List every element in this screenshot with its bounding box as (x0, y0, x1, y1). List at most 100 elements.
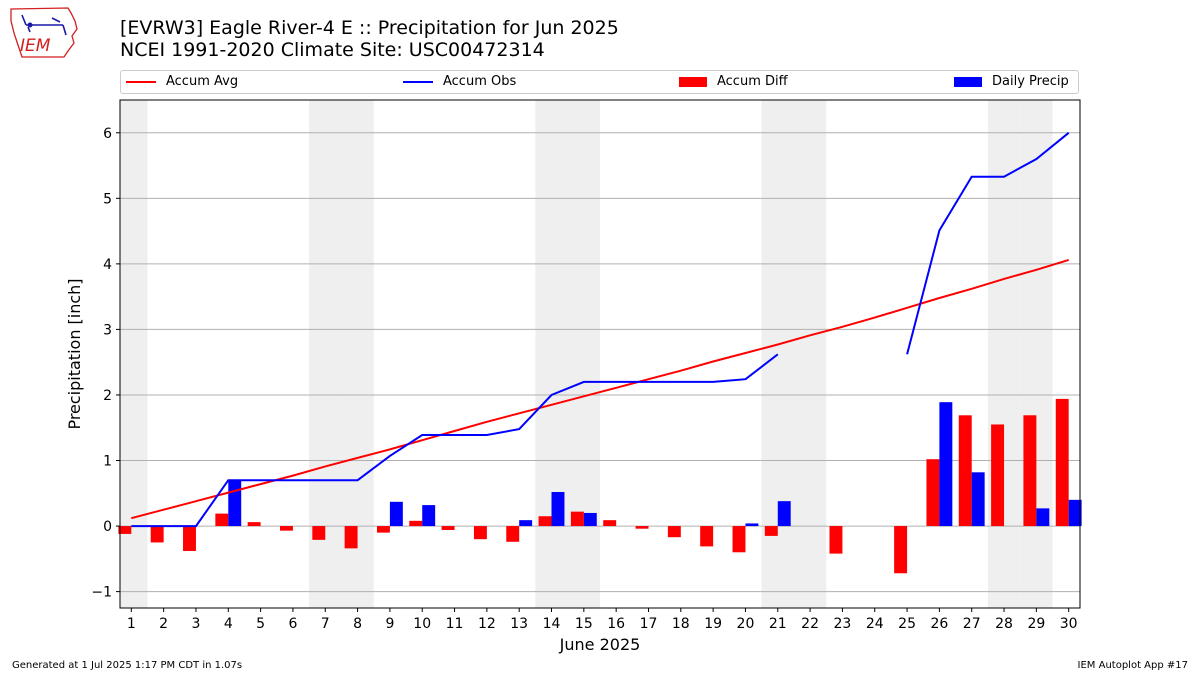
bars (118, 398, 1082, 574)
x-tick-label: 20 (737, 616, 755, 632)
x-tick-label: 6 (288, 616, 297, 632)
accum-diff-bar (312, 526, 326, 540)
x-tick-label: 25 (898, 616, 916, 632)
y-axis-label: Precipitation [inch] (65, 278, 84, 429)
iem-logo: IEM (10, 7, 78, 58)
y-tick-label: 4 (103, 257, 112, 273)
y-tick-label: 1 (103, 454, 112, 470)
daily-precip-bar (389, 501, 403, 527)
accum-diff-bar (118, 526, 132, 534)
legend-accum-obs-swatch (403, 80, 433, 83)
footer-generated: Generated at 1 Jul 2025 1:17 PM CDT in 1… (12, 660, 243, 671)
accum-diff-bar (958, 415, 972, 527)
legend-accum-diff-label: Accum Diff (717, 74, 788, 89)
legend-accum-obs: Accum Obs (403, 74, 516, 89)
y-tick-label: −1 (91, 585, 112, 601)
weekend-band (987, 100, 1021, 608)
x-tick-label: 19 (704, 616, 722, 632)
daily-precip-bar (551, 491, 565, 527)
accum-avg-line (131, 258, 1069, 520)
legend-accum-obs-label: Accum Obs (443, 74, 517, 89)
daily-precip-bar (777, 501, 791, 527)
chart-title: [EVRW3] Eagle River-4 E :: Precipitation… (120, 17, 619, 39)
weekend-band (341, 100, 374, 608)
footer-app: IEM Autoplot App #17 (1077, 660, 1188, 671)
accum-diff-bar (409, 520, 423, 527)
plot-frame (119, 99, 1081, 609)
legend: Accum Avg Accum Obs Accum Diff Daily Pre… (120, 70, 1079, 94)
weekend-bands (120, 100, 1053, 608)
legend-accum-diff: Accum Diff (679, 74, 788, 89)
legend-accum-diff-swatch (679, 76, 707, 87)
legend-daily-precip: Daily Precip (954, 74, 1069, 89)
accum-diff-bar (667, 526, 681, 538)
x-tick-label: 21 (769, 616, 787, 632)
x-tick-label: 14 (543, 616, 561, 632)
weekend-band (120, 100, 148, 608)
iowa-outline-icon (10, 7, 78, 58)
x-tick-label: 16 (607, 616, 625, 632)
x-tick-label: 1 (127, 616, 136, 632)
weekend-band (1020, 100, 1053, 608)
daily-precip-bar (939, 402, 953, 527)
accum-diff-bar (1023, 415, 1037, 527)
weekend-band (567, 100, 600, 608)
x-tick-label: 26 (930, 616, 948, 632)
y-tick-label: 2 (103, 388, 112, 404)
daily-precip-bar (1068, 499, 1082, 527)
legend-accum-avg-label: Accum Avg (166, 74, 239, 89)
x-tick-label: 3 (191, 616, 200, 632)
x-tick-label: 5 (256, 616, 265, 632)
accum-diff-bar (1055, 398, 1069, 527)
x-tick-label: 22 (801, 616, 819, 632)
x-tick-label: 15 (575, 616, 593, 632)
x-tick-label: 27 (963, 616, 981, 632)
gridlines (120, 132, 1080, 593)
accum-diff-bar (183, 526, 196, 551)
legend-accum-avg-swatch (126, 80, 156, 83)
daily-precip-bar (422, 505, 436, 527)
accum-diff-bar (635, 526, 649, 529)
y-tick-label: 6 (103, 126, 112, 142)
x-tick-label: 18 (672, 616, 690, 632)
y-tick-label: 0 (103, 519, 112, 535)
daily-precip-bar (1036, 508, 1050, 527)
daily-precip-bar (583, 512, 597, 527)
x-tick-label: 23 (834, 616, 852, 632)
x-tick-label: 4 (224, 616, 233, 632)
accum-diff-bar (441, 526, 455, 530)
accum-diff-bar (376, 526, 390, 533)
legend-accum-avg: Accum Avg (126, 74, 238, 89)
accum-diff-bar (991, 424, 1005, 527)
weekend-band (535, 100, 568, 608)
accum-diff-bar (538, 516, 552, 527)
accum-diff-bar (829, 526, 843, 554)
weather-dot-icon (27, 22, 33, 28)
x-tick-label: 29 (1027, 616, 1045, 632)
accum-diff-bar (506, 526, 520, 542)
x-tick-label: 30 (1060, 616, 1078, 632)
chart-subtitle: NCEI 1991-2020 Climate Site: USC00472314 (120, 39, 545, 61)
accum-diff-bar (247, 522, 261, 527)
x-tick-label: 8 (353, 616, 362, 632)
weekend-band (761, 100, 794, 608)
x-tick-label: 11 (446, 616, 464, 632)
weather-glyph-icon (21, 14, 67, 36)
x-axis-label: June 2025 (559, 635, 641, 654)
accum-diff-bar (150, 526, 164, 543)
accum-diff-bar (473, 526, 487, 540)
x-tick-label: 28 (995, 616, 1013, 632)
x-tick-label: 7 (321, 616, 330, 632)
accum-diff-bar (894, 526, 908, 574)
weekend-band (793, 100, 827, 608)
x-tick-label: 10 (413, 616, 431, 632)
accum-diff-bar (344, 526, 358, 549)
lines (131, 132, 1070, 528)
accum-diff-bar (215, 513, 229, 527)
accum-obs-line (131, 353, 779, 528)
legend-daily-precip-label: Daily Precip (992, 74, 1069, 89)
legend-daily-precip-swatch (954, 76, 982, 87)
accum-diff-bar (764, 526, 778, 536)
accum-diff-bar (570, 511, 584, 527)
